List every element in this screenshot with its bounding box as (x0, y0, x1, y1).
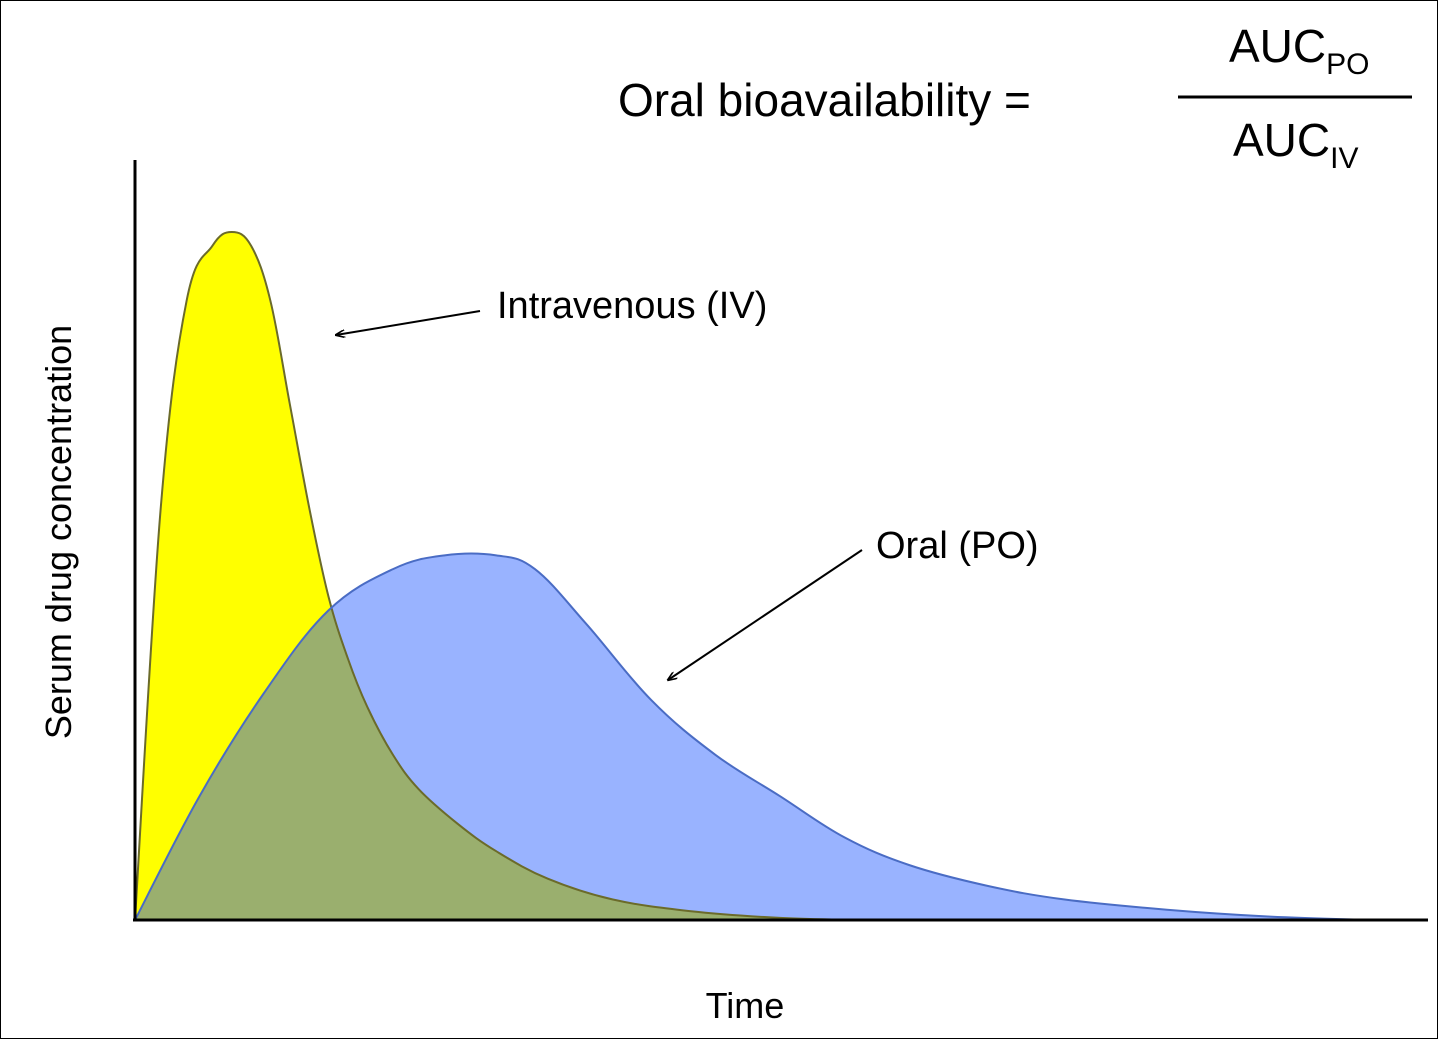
denominator-base: AUC (1233, 114, 1330, 166)
svg-text:AUCIV: AUCIV (1233, 114, 1358, 175)
numerator-base: AUC (1229, 20, 1326, 72)
svg-text:AUCPO: AUCPO (1229, 20, 1369, 81)
x-axis-label: Time (706, 985, 785, 1026)
bioavailability-formula: Oral bioavailability = AUCPO AUCIV (618, 20, 1412, 175)
formula-denominator: AUCIV (1233, 114, 1358, 175)
po-arrow (668, 549, 863, 680)
denominator-subscript: IV (1330, 142, 1358, 175)
iv-curve (134, 230, 858, 921)
iv-annotation: Intravenous (IV) (497, 285, 767, 327)
formula-lhs: Oral bioavailability = (618, 74, 1031, 126)
iv-arrow (336, 310, 481, 335)
po-annotation: Oral (PO) (876, 525, 1039, 567)
numerator-subscript: PO (1326, 48, 1369, 81)
po-curve (134, 552, 1374, 921)
y-axis-label: Serum drug concentration (38, 325, 79, 739)
formula-numerator: AUCPO (1229, 20, 1369, 81)
